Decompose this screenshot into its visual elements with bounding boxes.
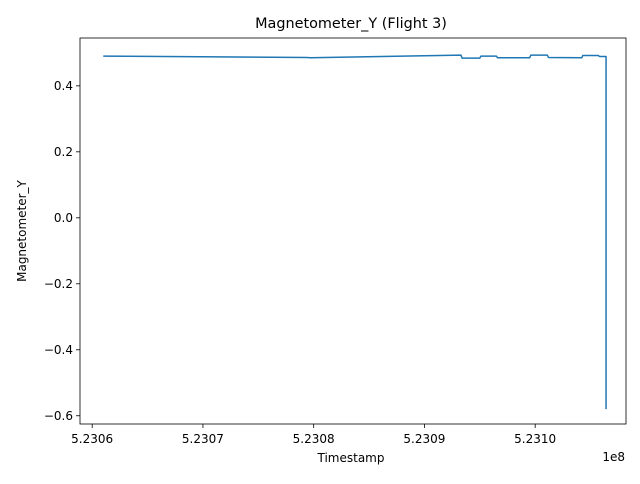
- series-line-0: [103, 54, 607, 410]
- y-tick-label: 0.4: [54, 79, 73, 93]
- x-tick-label: 5.2308: [293, 432, 335, 446]
- y-axis-label: Magnetometer_Y: [15, 179, 29, 281]
- y-tick-label: −0.4: [44, 343, 73, 357]
- plot-frame: [79, 37, 627, 425]
- plot-lines: [103, 54, 607, 410]
- x-tick-label: 5.2306: [71, 432, 113, 446]
- x-tick-label: 5.2307: [182, 432, 224, 446]
- y-tick-label: 0.2: [54, 145, 73, 159]
- y-tick-label: −0.6: [44, 409, 73, 423]
- x-axis-ticks: 5.2306 5.2307 5.2308 5.2309 5.2310: [71, 424, 556, 446]
- y-axis-ticks: −0.6 −0.4 −0.2 0.0 0.2 0.4: [44, 79, 80, 423]
- x-axis-label: Timestamp: [317, 451, 385, 465]
- x-axis-offset-label: 1e8: [602, 450, 625, 464]
- x-tick-label: 5.2309: [403, 432, 445, 446]
- y-tick-label: 0.0: [54, 211, 73, 225]
- x-tick-label: 5.2310: [514, 432, 556, 446]
- chart-title: Magnetometer_Y (Flight 3): [255, 16, 447, 32]
- y-tick-label: −0.2: [44, 277, 73, 291]
